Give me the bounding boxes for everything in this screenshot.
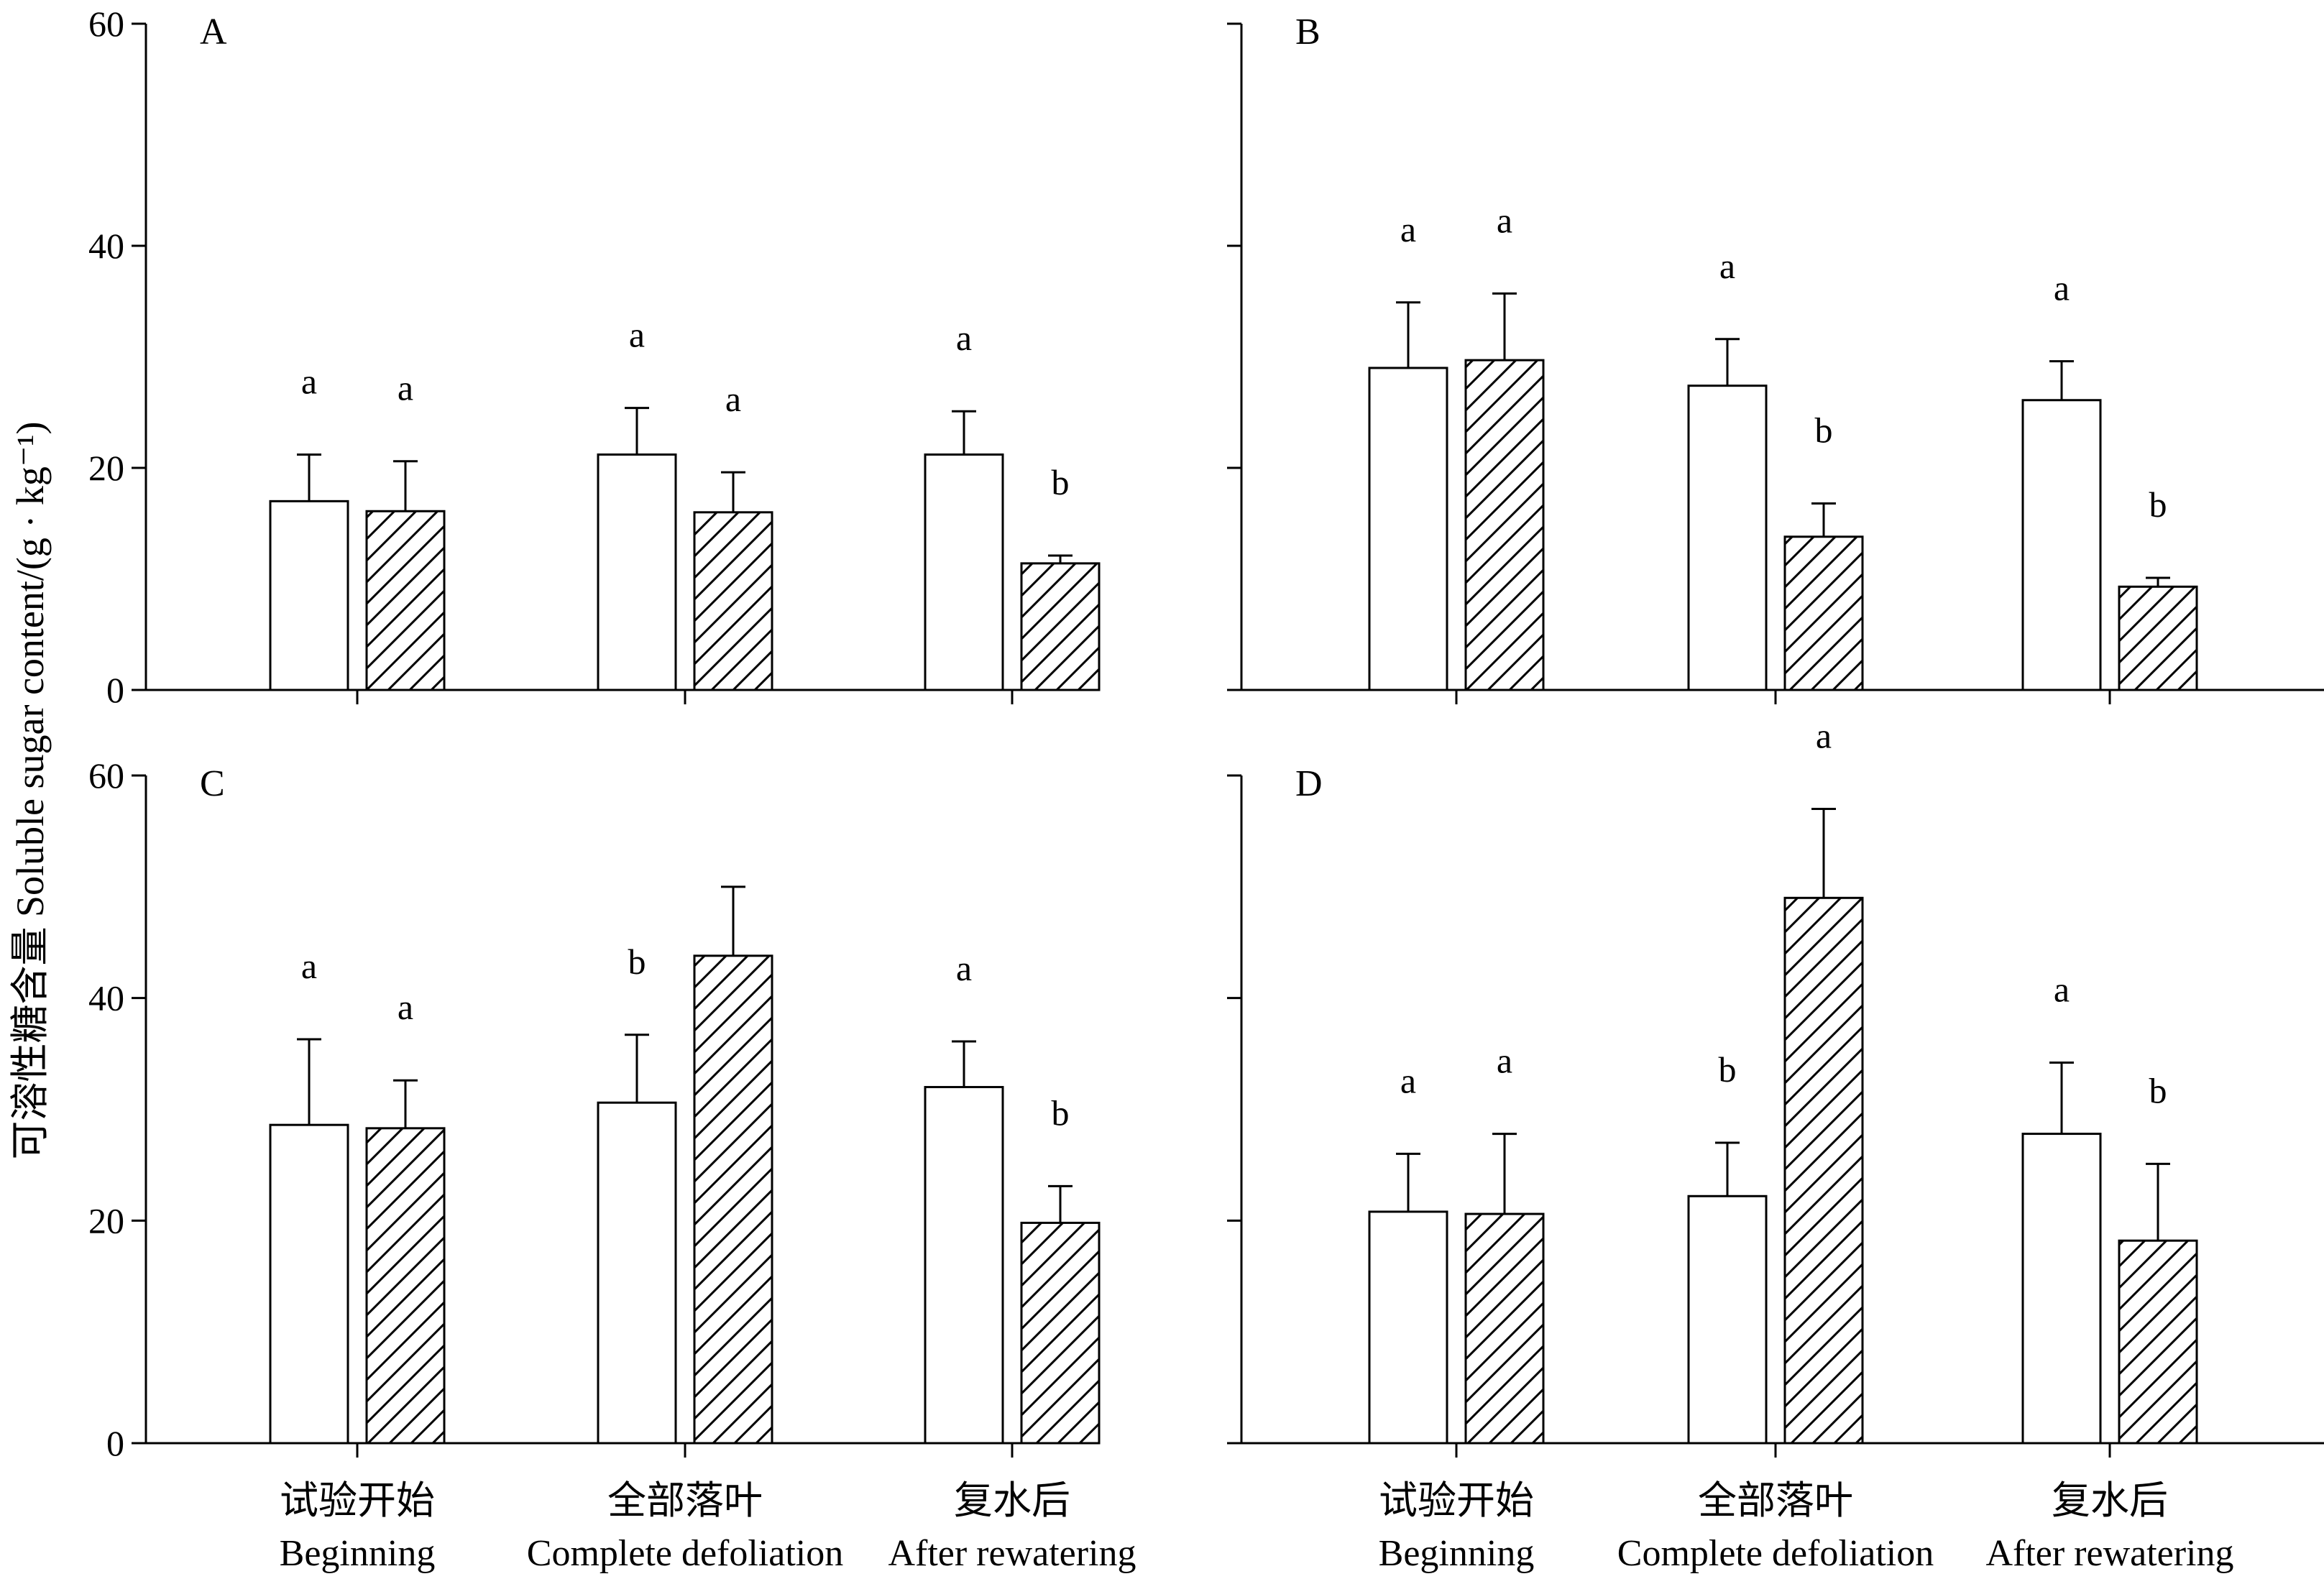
panel-label: A [200,11,227,52]
bar-hatched [365,1127,446,1445]
x-category-label-cn: 试验开始 [280,1479,435,1522]
bar-hatched [2118,585,2198,691]
significance-letter: b [2149,484,2167,525]
significance-letter: a [629,315,645,355]
bar-hatched [1020,1221,1101,1445]
panel-c: 0 20 40 60 Ca b a a b 试验开始 Beginning 全部落叶 Complete d… [88,755,1136,1574]
bar-hatched [1783,535,1864,691]
significance-letter: b [1815,410,1833,450]
significance-letter: b [1052,462,1070,502]
bar-open [597,453,677,691]
significance-letter: a [956,318,972,358]
y-axis-label: 可溶性糖含量 Soluble sugar content/(g · kg⁻¹) [9,421,52,1159]
panel-a: 0 20 40 60 Aa a a a a b [88,4,1101,710]
x-category-label-cn: 全部落叶 [1698,1479,1853,1522]
y-tick-label: 0 [106,1423,124,1463]
x-category-label-cn: 复水后 [954,1479,1070,1522]
bar-open [1687,385,1768,691]
bar-open [269,1123,349,1445]
bar-hatched [2118,1239,2198,1445]
plot-area: 0 20 40 60 Aa a a a a b Ba a a a b b 0 20 40 60 Ca b a a b 试验开始 Be… [88,4,2324,1574]
x-category-label-en: After rewatering [1985,1533,2233,1574]
significance-letter: a [301,946,317,986]
bar-hatched [1020,562,1101,691]
significance-letter: a [1816,715,1832,755]
significance-letter: b [2149,1070,2167,1110]
significance-letter: a [398,368,413,408]
bar-open [1368,1210,1448,1445]
significance-letter: b [628,942,646,982]
x-category-label-cn: 全部落叶 [607,1479,763,1522]
bar-hatched [1464,1212,1545,1445]
bar-hatched [693,954,773,1445]
x-category-label-en: Beginning [1379,1533,1535,1574]
significance-letter: a [1719,246,1735,286]
significance-letter: a [1400,1060,1416,1100]
y-tick-label: 20 [88,448,124,488]
panel-d: Da b a a a b 试验开始 Beginning 全部落叶 Complete defolia… [1227,715,2324,1574]
x-category-label-en: Complete defoliation [1617,1533,1934,1574]
significance-letter: a [2054,969,2070,1009]
significance-letter: a [2054,268,2070,308]
panel-label: B [1295,11,1321,52]
panel-label: C [200,763,225,804]
y-tick-label: 60 [88,4,124,44]
y-tick-label: 40 [88,978,124,1018]
significance-letter: a [1497,200,1512,240]
significance-letter: a [1400,209,1416,249]
y-tick-label: 60 [88,755,124,796]
y-tick-label: 20 [88,1200,124,1240]
bar-open [269,500,349,691]
significance-letter: a [1497,1041,1512,1081]
x-category-label-cn: 试验开始 [1379,1479,1534,1522]
significance-letter: b [1719,1049,1737,1090]
panel-label: D [1295,763,1323,804]
significance-letter: a [725,379,741,419]
bar-hatched [1783,896,1864,1445]
x-category-label-cn: 复水后 [2052,1479,2168,1522]
bar-open [1687,1194,1768,1445]
x-category-label-en: Complete defoliation [527,1533,843,1574]
bar-open [1368,367,1448,691]
y-tick-label: 0 [106,670,124,710]
significance-letter: a [398,987,413,1027]
bar-hatched [1464,359,1545,691]
significance-letter: a [956,948,972,988]
bar-open [924,453,1004,691]
bar-open [2021,1133,2102,1445]
bar-open [924,1086,1004,1445]
bar-open [597,1101,677,1445]
bar-hatched [693,511,773,691]
x-category-label-en: After rewatering [888,1533,1136,1574]
bar-hatched [365,510,446,691]
significance-letter: a [301,361,317,401]
y-tick-label: 40 [88,226,124,266]
x-category-label-en: Beginning [280,1533,436,1574]
panel-b: Ba a a a b b [1227,11,2324,704]
significance-letter: b [1052,1092,1070,1133]
bar-open [2021,399,2102,691]
